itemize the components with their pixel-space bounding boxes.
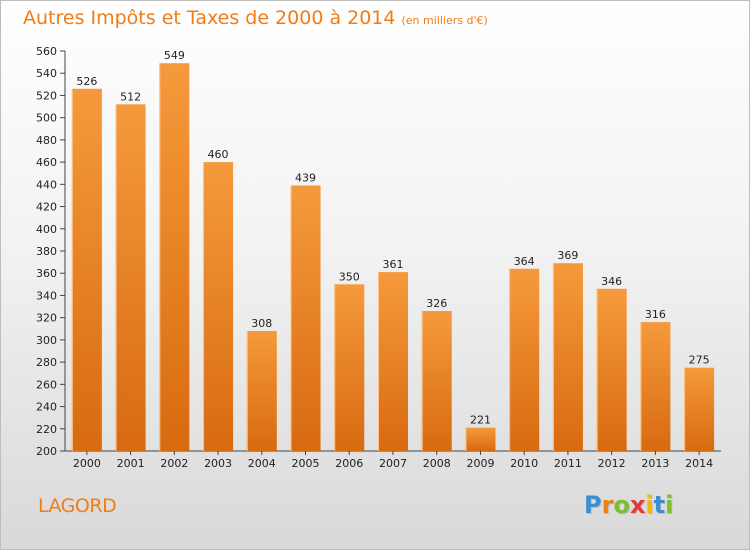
logo-letter: x [629, 491, 646, 519]
y-tick-label: 380 [36, 245, 57, 258]
x-tick-label: 2002 [160, 457, 188, 470]
x-tick-label: 2012 [598, 457, 626, 470]
data-label: 346 [601, 275, 622, 288]
data-label: 460 [208, 148, 229, 161]
y-tick-label: 440 [36, 178, 57, 191]
y-tick-label: 480 [36, 134, 57, 147]
y-tick-label: 200 [36, 445, 57, 458]
bar [203, 162, 234, 451]
chart-subtitle: (en milliers d'€) [401, 14, 488, 27]
bar [115, 104, 146, 451]
data-label: 549 [164, 49, 185, 62]
x-tick-label: 2010 [510, 457, 538, 470]
data-label: 512 [120, 90, 141, 103]
bar [509, 268, 540, 451]
x-tick-label: 2014 [685, 457, 713, 470]
bar [684, 367, 715, 451]
y-tick-label: 340 [36, 289, 57, 302]
logo-letter: P [584, 491, 602, 519]
data-label: 361 [383, 258, 404, 271]
y-tick-label: 360 [36, 267, 57, 280]
x-tick-label: 2013 [641, 457, 669, 470]
data-label: 308 [251, 317, 272, 330]
logo-letter: t [653, 491, 666, 519]
bar [640, 322, 671, 451]
x-tick-label: 2001 [117, 457, 145, 470]
bar [290, 185, 321, 451]
data-label: 364 [514, 255, 535, 268]
x-tick-label: 2005 [292, 457, 320, 470]
chart-title: Autres Impôts et Taxes de 2000 à 2014 (en… [23, 7, 488, 29]
proxiti-logo: Proxiti [584, 491, 673, 519]
data-label: 326 [426, 297, 447, 310]
x-tick-label: 2006 [335, 457, 363, 470]
y-tick-label: 320 [36, 312, 57, 325]
bar [246, 331, 277, 451]
logo-letter: o [613, 491, 630, 519]
bar [159, 63, 190, 451]
data-label: 439 [295, 171, 316, 184]
y-tick-label: 300 [36, 334, 57, 347]
x-tick-label: 2000 [73, 457, 101, 470]
bar [465, 427, 496, 451]
logo-letter: r [601, 491, 614, 519]
bar [596, 288, 627, 451]
data-label: 526 [76, 75, 97, 88]
x-tick-label: 2007 [379, 457, 407, 470]
y-tick-label: 420 [36, 201, 57, 214]
y-tick-label: 460 [36, 156, 57, 169]
bar [378, 272, 408, 451]
logo-letter: i [665, 491, 674, 519]
y-tick-label: 260 [36, 378, 57, 391]
data-label: 275 [689, 354, 710, 367]
y-tick-label: 520 [36, 89, 57, 102]
y-tick-label: 560 [36, 45, 57, 58]
y-tick-label: 280 [36, 356, 57, 369]
x-tick-label: 2009 [466, 457, 494, 470]
y-tick-label: 400 [36, 223, 57, 236]
bar [421, 311, 452, 451]
data-label: 316 [645, 308, 666, 321]
data-label: 369 [557, 249, 578, 262]
x-tick-label: 2008 [423, 457, 451, 470]
bar [552, 263, 583, 451]
chart-title-text: Autres Impôts et Taxes de 2000 à 2014 [23, 7, 396, 29]
y-tick-label: 540 [36, 67, 57, 80]
commune-name: LAGORD [38, 495, 117, 517]
data-label: 350 [339, 270, 360, 283]
logo-letter: i [645, 491, 654, 519]
data-label: 221 [470, 414, 491, 427]
y-tick-label: 240 [36, 401, 57, 414]
bar [71, 88, 102, 452]
x-tick-label: 2004 [248, 457, 276, 470]
x-tick-label: 2003 [204, 457, 232, 470]
bar [334, 284, 365, 451]
y-tick-label: 220 [36, 423, 57, 436]
y-tick-label: 500 [36, 112, 57, 125]
x-tick-label: 2011 [554, 457, 582, 470]
